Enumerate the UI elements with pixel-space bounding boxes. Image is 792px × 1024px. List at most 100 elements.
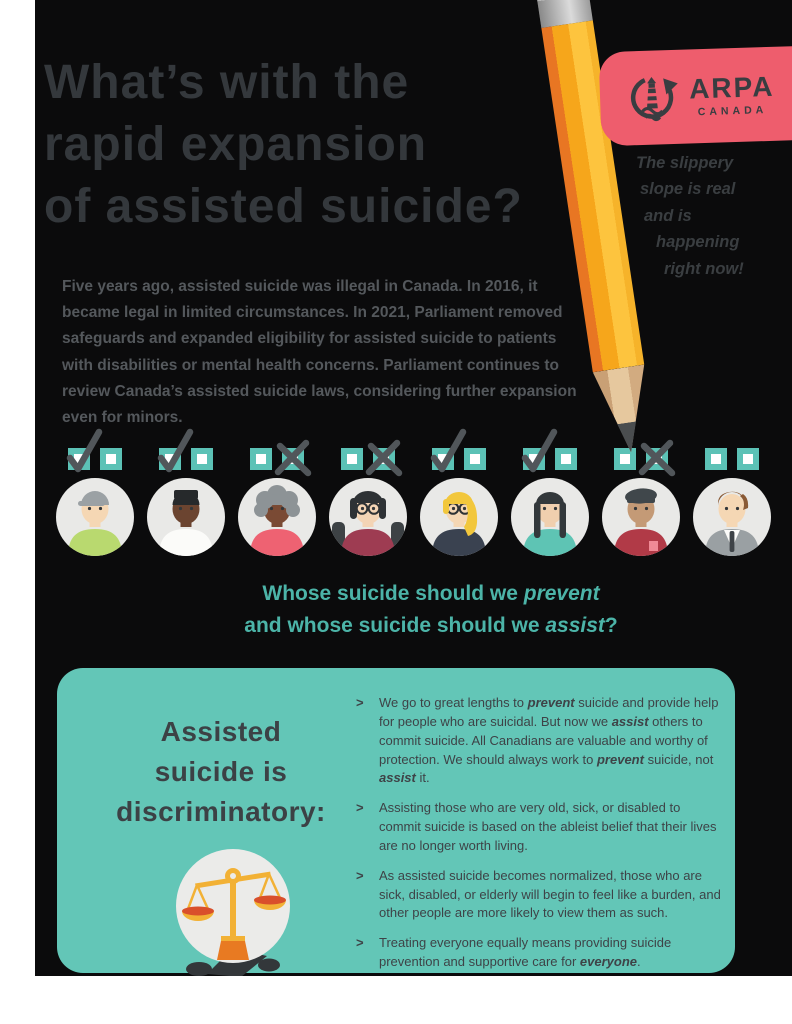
text-segment: We go to great lengths to: [379, 695, 528, 710]
text-segment: .: [637, 954, 641, 970]
person-cell: [323, 439, 414, 574]
avatar-wrap: [511, 478, 589, 561]
assist-checkbox: [737, 448, 759, 470]
title-line: rapid expansion: [44, 118, 428, 171]
tagline-line: slope is real: [640, 180, 736, 199]
assist-checkbox: [555, 448, 577, 470]
emphasized-word: assist: [611, 713, 649, 729]
avatar: [420, 478, 498, 556]
avatar: [329, 478, 407, 556]
prevent-checkbox: [705, 448, 727, 470]
tagline-line: right now!: [664, 259, 744, 278]
text-segment: Whose suicide should we: [262, 582, 524, 605]
avatar-wrap: [56, 478, 134, 561]
bullet-item: > As assisted suicide becomes normalized,…: [353, 867, 725, 924]
avatar: [693, 478, 771, 556]
panel-heading-line: suicide is: [154, 755, 288, 787]
bullet-item: > Assisting those who are very old, sick,…: [353, 799, 725, 856]
prevent-checkbox: [250, 448, 272, 470]
bullet-marker: >: [356, 695, 364, 710]
title-line: What’s with the: [44, 56, 410, 109]
page-title: What’s with the rapid expansion of assis…: [44, 52, 523, 238]
checkbox-pair: [523, 448, 577, 470]
tagline-line: happening: [656, 233, 740, 252]
emphasized-word: prevent: [523, 582, 600, 605]
person-cell: [414, 428, 505, 574]
bullet-text: Treating everyone equally means providin…: [379, 934, 725, 972]
tagline-line: The slippery: [636, 154, 734, 172]
text-segment: ?: [604, 613, 618, 637]
text-segment: Treating everyone equally means providin…: [379, 935, 672, 970]
emphasized-word: prevent: [596, 751, 644, 767]
text-segment: others to commit suicide. All Canadians …: [379, 713, 708, 767]
prevent-checkbox: [68, 448, 90, 470]
checkbox-pair: [68, 448, 122, 470]
avatar-wrap: [147, 478, 225, 561]
people-row: [35, 428, 792, 584]
assist-checkbox: [464, 448, 486, 470]
poster-background: What’s with the rapid expansion of assis…: [35, 0, 792, 976]
text-segment: it.: [415, 770, 430, 786]
emphasized-word: assist: [379, 770, 416, 786]
emphasized-word: assist: [545, 613, 605, 637]
pencil-graphite-tip: [617, 421, 640, 453]
panel-heading-line: Assisted: [160, 716, 282, 747]
text-segment: and whose suicide should we: [244, 613, 546, 637]
discriminatory-panel: Assisted suicide is discriminatory: > We …: [57, 668, 735, 976]
emphasized-word: everyone: [579, 954, 637, 970]
bullet-item: > Treating everyone equally means providi…: [353, 934, 725, 972]
text-segment: Assisting those who are very old, sick, …: [379, 800, 717, 853]
bullet-text: We go to great lengths to prevent suicid…: [379, 694, 725, 788]
bullet-text: As assisted suicide becomes normalized, …: [379, 867, 725, 924]
checkbox-pair: [159, 448, 213, 470]
person-cell: [141, 428, 232, 574]
assist-checkbox: [646, 448, 668, 470]
assist-checkbox: [191, 448, 213, 470]
pencil-wood-tip: [593, 365, 657, 457]
text-segment: As assisted suicide becomes normalized, …: [379, 867, 721, 921]
question-line-1: Whose suicide should we prevent: [35, 578, 792, 610]
bullet-marker: >: [356, 935, 364, 951]
avatar: [56, 478, 134, 556]
bullet-item: > We go to great lengths to prevent suici…: [353, 694, 725, 788]
prevent-checkbox: [432, 448, 454, 470]
avatar-wrap: [329, 478, 407, 561]
prevent-checkbox: [614, 448, 636, 470]
avatar-wrap: [693, 478, 771, 561]
panel-heading: Assisted suicide is discriminatory:: [73, 712, 369, 831]
intro-paragraph: Five years ago, assisted suicide was ill…: [62, 277, 577, 427]
assist-checkbox: [373, 448, 395, 470]
prevent-checkbox: [341, 448, 363, 470]
avatar-wrap: [238, 478, 316, 561]
bullet-marker: >: [356, 867, 364, 883]
person-cell: [505, 428, 596, 574]
prevent-checkbox: [523, 448, 545, 470]
question-line-2: and whose suicide should we assist?: [35, 610, 792, 642]
checkbox-pair: [432, 448, 486, 470]
person-cell: [687, 444, 778, 574]
assist-checkbox: [282, 448, 304, 470]
emphasized-word: prevent: [527, 695, 575, 710]
person-cell: [232, 439, 323, 574]
prevent-checkbox: [159, 448, 181, 470]
avatar-wrap: [602, 478, 680, 561]
checkbox-pair: [705, 448, 759, 470]
question-heading: Whose suicide should we prevent and whos…: [35, 578, 792, 641]
title-line: of assisted suicide?: [44, 180, 523, 233]
bullet-marker: >: [356, 800, 364, 816]
badge-brand-text: ARPA: [688, 70, 775, 104]
assist-checkbox: [100, 448, 122, 470]
tagline-line: and is: [644, 206, 692, 225]
avatar: [511, 478, 589, 556]
badge-country-text: CANADA: [697, 103, 768, 118]
arpa-lighthouse-icon: [631, 76, 679, 122]
checkbox-pair: [341, 448, 395, 470]
avatar-wrap: [420, 478, 498, 561]
avatar: [602, 478, 680, 556]
checkbox-pair: [250, 448, 304, 470]
panel-heading-line: discriminatory:: [116, 795, 326, 827]
person-cell: [50, 428, 141, 574]
bullet-text: Assisting those who are very old, sick, …: [379, 799, 725, 856]
text-segment: suicide, not: [643, 751, 714, 767]
